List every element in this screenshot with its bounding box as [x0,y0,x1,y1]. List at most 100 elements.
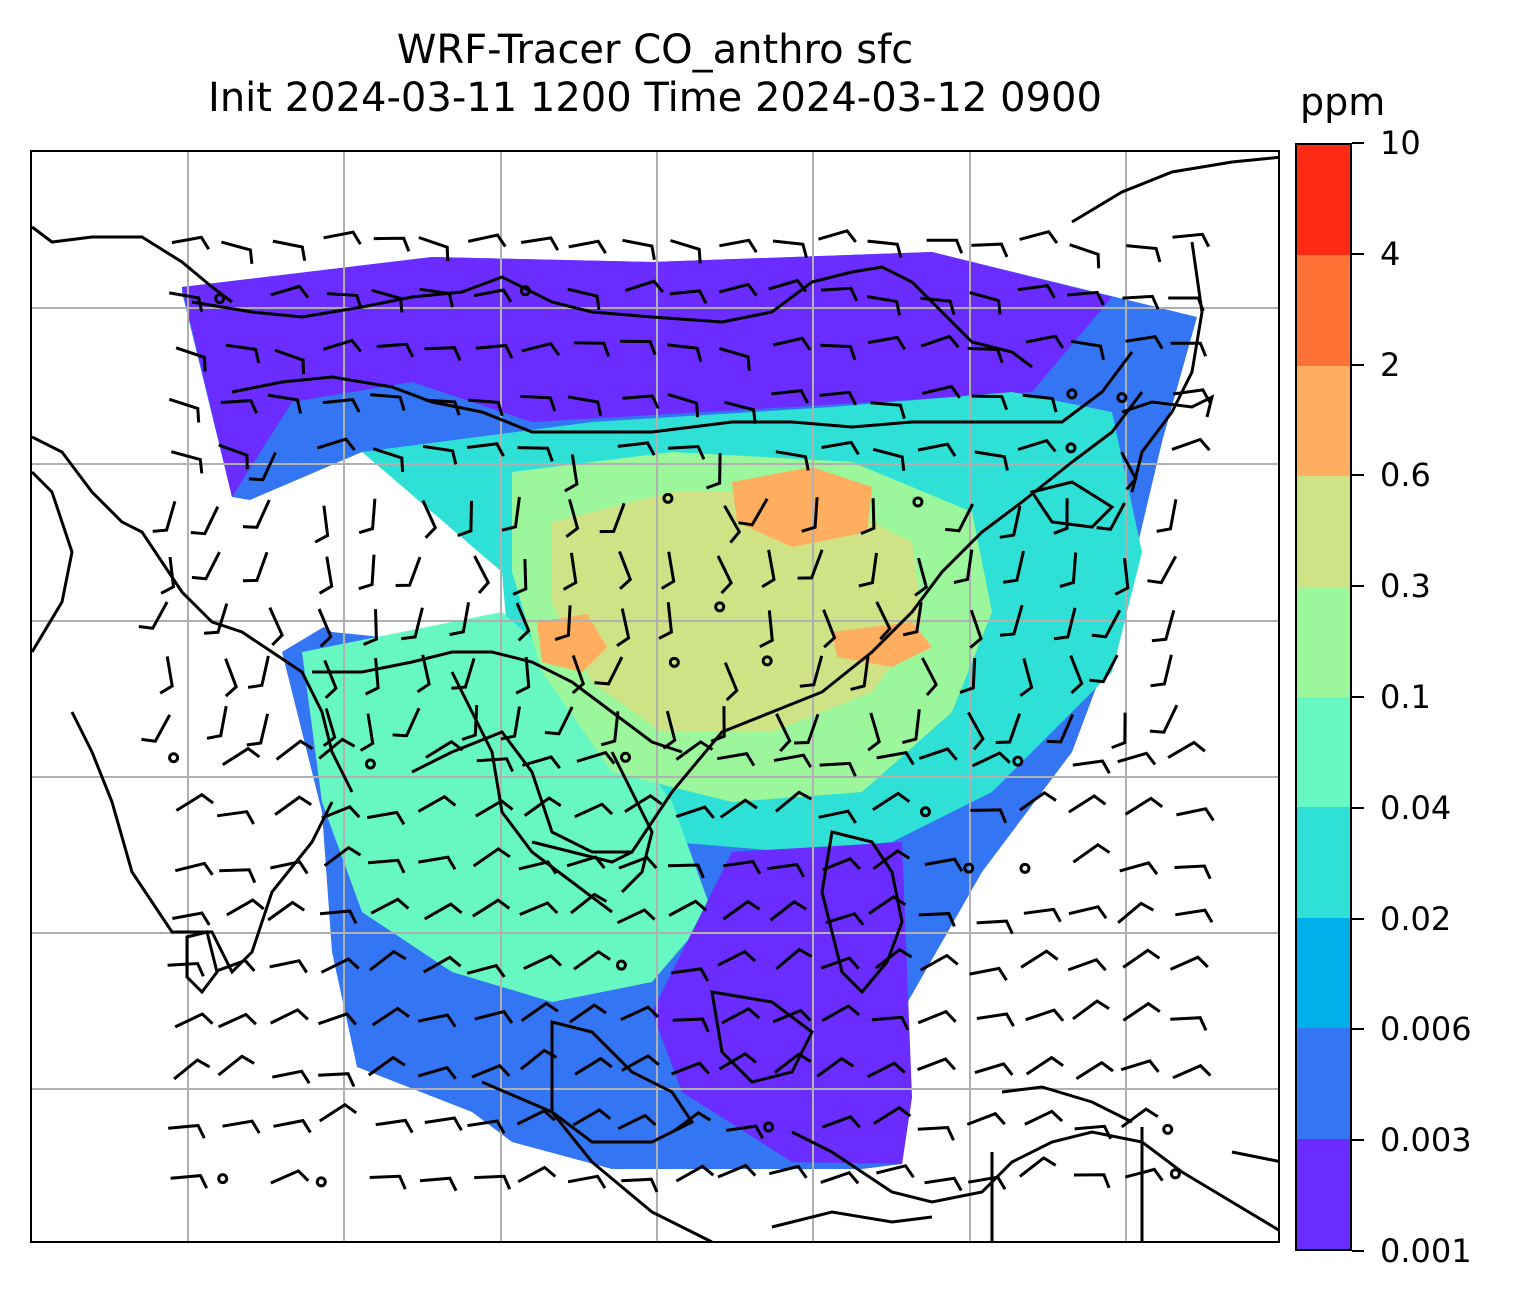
wind-barb [721,1006,761,1025]
wind-barb [816,1056,855,1078]
wind-barb [1167,740,1206,759]
wind-barb [872,447,906,471]
wind-barb [797,549,824,580]
wind-barb [1096,502,1126,531]
wind-barb [521,755,561,770]
wind-barb [819,761,857,777]
wind-barb [206,705,228,740]
wind-barb [1169,955,1209,971]
wind-barb [472,847,511,868]
wind-barb [901,709,921,745]
wind-barb [1149,704,1179,734]
wind-barb [174,861,214,876]
wind-barb [520,1001,559,1022]
wind-barb [422,444,458,465]
calm-wind-marker [763,1121,775,1133]
wind-barb [822,609,837,649]
wind-barb [716,555,733,595]
wind-barb [1018,1156,1057,1178]
wind-barb [1017,438,1057,453]
wind-barb [475,343,514,359]
wind-barb [364,657,380,696]
wind-barb [675,1164,715,1183]
wind-barb [359,713,375,752]
map-panel [30,150,1280,1243]
wind-barb [971,394,1009,411]
colorbar-tick-label: 0.6 [1380,456,1431,495]
wind-barb [225,343,261,364]
wind-barb [152,500,177,533]
wind-barb [1156,499,1178,533]
wind-barb [274,348,305,375]
wind-barb [995,713,1022,744]
calm-wind-marker [668,656,680,668]
wind-barb [594,656,624,686]
wind-barb [423,902,463,921]
wind-barb [759,610,774,649]
wind-barb [471,1063,511,1079]
wind-barb [872,791,911,811]
colorbar-segment [1297,365,1350,477]
wind-barb [141,714,172,743]
calm-wind-marker [662,492,674,504]
wind-barb [272,239,307,261]
wind-barb [917,442,957,457]
wind-barb [317,608,333,648]
wind-barb [457,500,473,538]
wind-barb [571,654,586,695]
wind-barb [874,947,913,970]
wind-barb [512,558,528,596]
wind-barb [273,1118,312,1134]
lat-lon-gridlines [32,152,1278,1241]
wind-barb [574,802,614,819]
wind-barb [1019,790,1057,812]
wind-barb [1122,294,1160,310]
wind-barb [794,713,820,745]
wind-barb [772,1008,812,1024]
calm-wind-marker [615,959,627,971]
colorbar-tick-label: 4 [1380,234,1401,273]
wind-barb [719,798,758,819]
wind-barb [272,1069,311,1084]
wind-barb [768,1164,808,1179]
wind-barb [519,901,559,916]
wind-barb [175,792,214,812]
wind-barb [451,657,476,690]
wind-barb [624,793,663,813]
wind-barb [270,284,310,299]
wind-barb [1019,229,1059,244]
wind-barb [670,239,702,264]
wind-barb [971,751,1011,768]
colorbar-segment [1297,696,1350,808]
wind-barb [216,958,256,973]
wind-barb [424,1116,463,1131]
wind-barb [576,750,616,765]
wind-barb [773,1052,812,1074]
wind-barb [959,657,977,694]
calm-wind-marker [214,293,226,305]
wind-barb [321,805,361,820]
wind-barb [474,1009,514,1024]
colorbar-tick-label: 10 [1380,124,1421,162]
wind-barb [316,437,356,451]
colorbar-tick-mark [1352,363,1364,366]
wind-barb [768,278,808,293]
wind-barb [419,1176,458,1192]
wind-barb [999,604,1024,637]
field-north-china-plain [732,467,872,547]
calm-wind-marker [619,751,631,763]
calm-wind-marker [1162,1123,1174,1135]
wind-barb [574,1056,613,1076]
wind-barb [274,795,313,816]
wind-barb [974,1062,1014,1076]
field-northwest-band [182,252,1112,497]
calm-wind-marker [168,752,180,764]
wind-barb [376,342,415,358]
wind-barb [372,447,405,472]
wind-barb [924,1176,963,1192]
wind-barb [1053,607,1077,641]
wind-barb [247,655,270,689]
wind-barb [1022,393,1058,413]
wind-barb [821,440,860,456]
colorbar-tick-mark [1352,806,1364,809]
